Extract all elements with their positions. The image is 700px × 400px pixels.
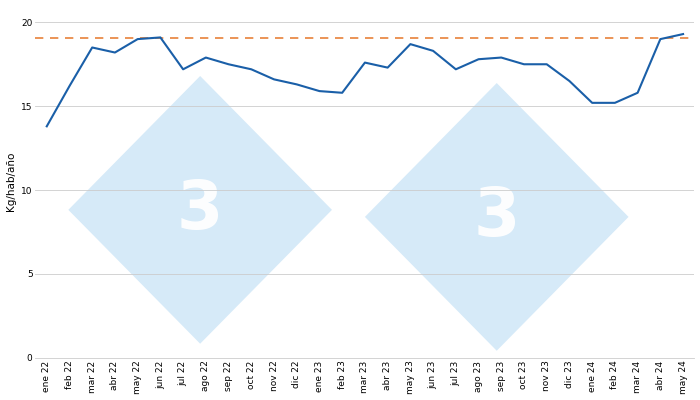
- Y-axis label: Kg/hab/año: Kg/hab/año: [6, 152, 15, 211]
- Polygon shape: [69, 76, 332, 344]
- Text: 3: 3: [177, 177, 223, 243]
- Polygon shape: [365, 83, 629, 351]
- Text: 3: 3: [474, 184, 520, 250]
